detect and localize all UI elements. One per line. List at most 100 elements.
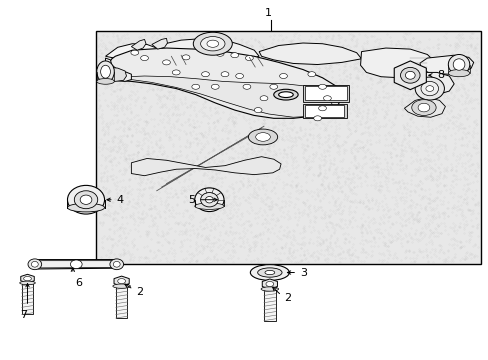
Point: [346, 234, 354, 240]
Point: [357, 226, 365, 232]
Point: [126, 138, 134, 143]
Point: [404, 138, 411, 143]
Point: [238, 79, 246, 85]
Point: [182, 220, 189, 225]
Point: [98, 64, 105, 70]
Point: [342, 111, 349, 117]
Point: [160, 102, 168, 108]
Point: [411, 214, 419, 220]
Point: [335, 48, 343, 54]
Point: [427, 239, 435, 245]
Point: [261, 115, 269, 121]
Point: [149, 215, 157, 221]
Point: [196, 94, 204, 100]
Point: [386, 239, 394, 245]
Point: [462, 187, 470, 193]
Point: [227, 237, 235, 243]
Point: [384, 251, 392, 256]
Point: [121, 171, 128, 177]
Point: [154, 247, 162, 252]
Point: [380, 82, 388, 88]
Point: [263, 212, 270, 217]
Point: [257, 146, 265, 152]
Point: [469, 45, 477, 51]
Point: [427, 108, 435, 113]
Point: [288, 138, 296, 144]
Point: [165, 132, 173, 138]
Point: [316, 94, 324, 100]
Point: [374, 257, 382, 263]
Point: [222, 229, 230, 234]
Point: [228, 202, 236, 208]
Point: [411, 149, 419, 155]
Point: [214, 110, 222, 116]
Point: [431, 108, 439, 113]
Point: [273, 56, 281, 62]
Point: [101, 82, 109, 88]
Point: [183, 75, 190, 80]
Point: [187, 250, 195, 256]
Point: [129, 81, 137, 87]
Point: [182, 130, 189, 135]
Point: [439, 122, 447, 128]
Point: [264, 147, 272, 153]
Point: [407, 48, 415, 54]
Point: [286, 199, 294, 205]
Point: [119, 127, 126, 132]
Point: [182, 186, 189, 192]
Point: [128, 238, 136, 244]
Point: [209, 67, 217, 72]
Ellipse shape: [97, 78, 114, 84]
Point: [292, 174, 300, 180]
Point: [295, 230, 303, 236]
Point: [112, 112, 120, 118]
Point: [291, 210, 299, 216]
Point: [162, 205, 169, 211]
Point: [321, 224, 329, 229]
Point: [101, 128, 108, 134]
Point: [353, 60, 361, 66]
Point: [147, 48, 155, 53]
Point: [245, 182, 253, 188]
Point: [441, 30, 448, 36]
Point: [150, 203, 158, 209]
Point: [232, 99, 240, 105]
Point: [108, 237, 116, 242]
Point: [436, 122, 444, 128]
Point: [372, 52, 380, 58]
Point: [455, 220, 463, 226]
Point: [400, 197, 407, 203]
Point: [332, 42, 340, 48]
Point: [169, 97, 177, 103]
Point: [201, 256, 209, 262]
Point: [140, 244, 147, 250]
Point: [365, 141, 373, 147]
Point: [232, 107, 240, 113]
Point: [415, 40, 423, 45]
Point: [453, 84, 461, 90]
Point: [402, 247, 409, 253]
Point: [161, 101, 169, 107]
Point: [131, 59, 139, 65]
Point: [324, 212, 331, 218]
Point: [235, 216, 243, 222]
Point: [121, 150, 128, 156]
Point: [375, 75, 383, 81]
Point: [156, 135, 164, 141]
Point: [224, 170, 232, 176]
Point: [294, 36, 302, 41]
Point: [253, 116, 261, 122]
Point: [148, 185, 156, 191]
Point: [460, 125, 468, 131]
Point: [310, 197, 318, 202]
Point: [196, 149, 203, 154]
Point: [193, 140, 201, 146]
Point: [214, 143, 222, 148]
Point: [209, 147, 217, 153]
Point: [408, 91, 416, 96]
Point: [306, 139, 314, 145]
Point: [375, 214, 383, 220]
Point: [393, 189, 401, 195]
Point: [441, 187, 449, 193]
Point: [376, 160, 384, 166]
